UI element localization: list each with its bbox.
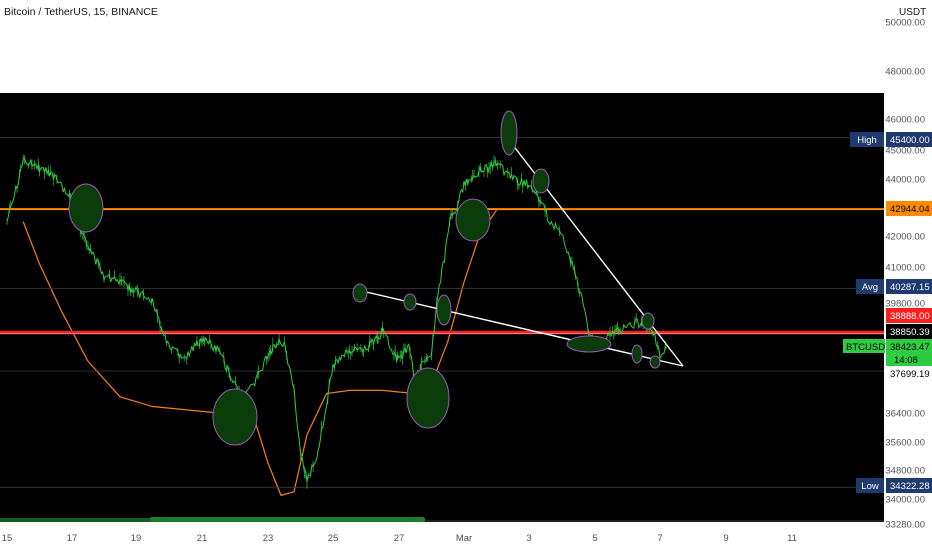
swing-marker xyxy=(436,294,452,326)
x-tick-label: 9 xyxy=(723,533,728,544)
moving-average-line xyxy=(22,210,497,497)
swing-marker xyxy=(403,293,417,311)
close-tag-value-bg xyxy=(886,366,932,381)
x-tick-label: 19 xyxy=(131,533,142,544)
y-tick-label: 44000.00 xyxy=(885,175,925,186)
avg-tag-label-bg xyxy=(856,279,884,294)
price-unit: USDT xyxy=(899,7,927,18)
y-axis-ticks: 50000.00 48000.00 46000.00 45000.00 44000.00… xyxy=(885,18,925,531)
y-tick-label: 35600.00 xyxy=(885,438,925,449)
x-tick-label: 7 xyxy=(657,533,662,544)
last-price-value: 38423.47 xyxy=(890,342,930,353)
support-tag-value: 38888.00 xyxy=(890,311,930,322)
y-tick-label: 34000.00 xyxy=(885,495,925,506)
high-tag-label-bg xyxy=(850,132,884,147)
y-tick-label: 39800.00 xyxy=(885,299,925,310)
low-tag-value-bg xyxy=(886,478,932,493)
x-tick-label: 25 xyxy=(328,533,339,544)
level-tag-value-bg xyxy=(886,324,932,339)
x-tick-label: 3 xyxy=(526,533,531,544)
swing-marker xyxy=(631,344,643,364)
x-tick-label: Mar xyxy=(456,533,472,544)
low-tag-label: Low xyxy=(861,481,879,492)
y-tick-label: 36400.00 xyxy=(885,409,925,420)
horizontal-lines-layer xyxy=(0,137,884,488)
swing-marker xyxy=(455,198,491,242)
y-tick-label: 41000.00 xyxy=(885,263,925,274)
swing-marker xyxy=(566,335,612,353)
level-tag-value: 38850.39 xyxy=(890,327,930,338)
price-line xyxy=(6,157,668,483)
low-tag-value: 34322.28 xyxy=(890,481,930,492)
close-tag-value: 37699.19 xyxy=(890,369,930,380)
x-tick-label: 5 xyxy=(592,533,597,544)
countdown: 14:08 xyxy=(894,355,918,366)
swing-marker xyxy=(500,110,518,156)
high-tag-value-bg xyxy=(886,132,932,147)
moving-average-layer xyxy=(22,210,497,497)
volume-bar xyxy=(0,518,150,522)
low-tag-label-bg xyxy=(856,478,884,493)
y-tick-label: 50000.00 xyxy=(885,18,925,29)
swing-marker xyxy=(532,168,550,194)
avg-tag-label: Avg xyxy=(862,282,878,293)
x-tick-label: 23 xyxy=(263,533,274,544)
y-tick-label: 48000.00 xyxy=(885,67,925,78)
x-tick-label: 17 xyxy=(67,533,78,544)
high-tag-value: 45400.00 xyxy=(890,135,930,146)
y-tick-label: 34800.00 xyxy=(885,466,925,477)
swing-marker xyxy=(406,367,450,429)
y-tick-label: 45000.00 xyxy=(885,146,925,157)
last-price-bg xyxy=(886,339,932,367)
y-tick-label: 42000.00 xyxy=(885,232,925,243)
x-tick-label: 15 xyxy=(2,533,13,544)
x-tick-label: 27 xyxy=(394,533,405,544)
support-tag-value-bg xyxy=(886,308,932,323)
swing-marker xyxy=(212,388,258,446)
volume-bar xyxy=(150,517,425,522)
resistance-tag-value: 42944.04 xyxy=(890,204,930,215)
y-tick-label: 46000.00 xyxy=(885,115,925,126)
x-tick-label: 21 xyxy=(197,533,208,544)
avg-tag-value-bg xyxy=(886,279,932,294)
high-tag-label: High xyxy=(857,135,877,146)
chart-title: Bitcoin / TetherUS, 15, BINANCE xyxy=(4,6,158,18)
x-tick-label: 11 xyxy=(787,533,797,544)
y-tick-label: 33280.00 xyxy=(885,520,925,531)
swing-marker xyxy=(68,183,104,233)
avg-tag-value: 40287.15 xyxy=(890,282,930,293)
volume-strip xyxy=(0,517,884,522)
swing-marker xyxy=(641,312,655,330)
volume-base xyxy=(0,520,884,522)
last-symbol-bg xyxy=(843,339,885,353)
x-axis-ticks: 15 17 19 21 23 25 27 Mar 3 5 7 9 11 xyxy=(2,533,797,544)
swing-marker xyxy=(352,283,368,303)
swing-marker xyxy=(649,355,661,369)
last-symbol: BTCUSDT xyxy=(846,342,891,353)
resistance-tag-value-bg xyxy=(886,201,932,216)
markers-layer xyxy=(68,110,661,446)
